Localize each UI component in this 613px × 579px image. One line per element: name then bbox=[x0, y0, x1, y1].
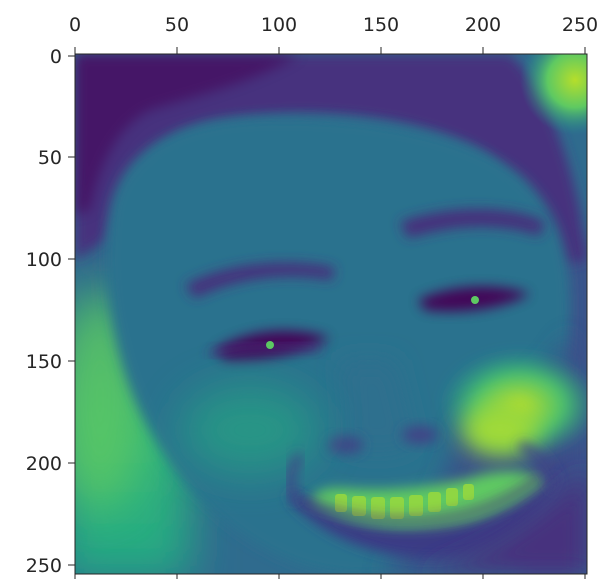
x-tick-label: 200 bbox=[465, 14, 501, 36]
y-axis bbox=[68, 55, 75, 566]
x-tick-label: 100 bbox=[261, 14, 297, 36]
x-tick-label: 0 bbox=[69, 14, 81, 36]
y-tick-label: 200 bbox=[26, 453, 62, 475]
x-tick-label: 250 bbox=[562, 14, 598, 36]
x-tick-label: 50 bbox=[165, 14, 189, 36]
y-tick-label: 150 bbox=[26, 351, 62, 373]
face-image bbox=[75, 54, 587, 574]
x-axis bbox=[74, 47, 586, 579]
y-tick-label: 250 bbox=[26, 555, 62, 577]
axes-frame bbox=[74, 53, 588, 575]
y-tick-label: 50 bbox=[38, 147, 62, 169]
x-tick-label: 150 bbox=[363, 14, 399, 36]
y-tick-label: 0 bbox=[50, 46, 62, 68]
y-tick-label: 100 bbox=[26, 249, 62, 271]
teeth-detail bbox=[335, 484, 474, 519]
